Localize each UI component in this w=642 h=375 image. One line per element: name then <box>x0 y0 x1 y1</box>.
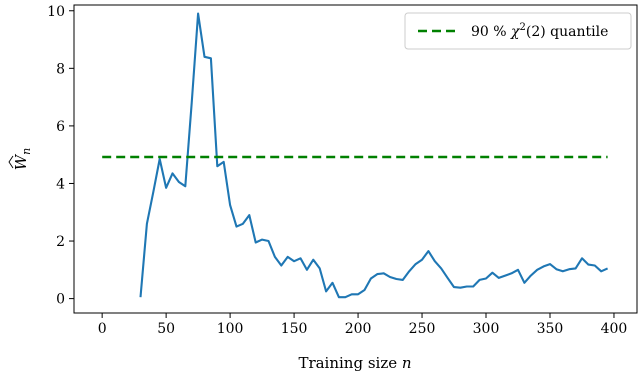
x-axis-label: Training size n <box>298 354 411 372</box>
x-tick-label: 250 <box>409 321 436 337</box>
y-axis-label-text: Wn <box>12 148 33 171</box>
y-tick-label: 2 <box>56 234 65 250</box>
tick-layer: 0 50 100 150 200 250 300 350 400 0 2 4 6 8 10 <box>47 4 627 337</box>
y-tick-label: 10 <box>47 4 65 20</box>
x-tick-label: 0 <box>98 321 107 337</box>
x-tick-label: 50 <box>157 321 175 337</box>
y-tick-label: 4 <box>56 176 65 192</box>
x-tick-label: 400 <box>601 321 628 337</box>
plot-area-frame <box>73 4 638 314</box>
x-tick-label: 100 <box>217 321 244 337</box>
y-tick-label: 0 <box>56 292 65 308</box>
y-axis-label-symbol: W <box>12 153 30 170</box>
x-axis-label-text: Training size <box>298 354 401 372</box>
series-line-observed <box>139 12 609 299</box>
legend-prefix: 90 % <box>471 24 511 40</box>
y-axis-label: Wn <box>8 148 33 171</box>
x-tick-label: 200 <box>345 321 372 337</box>
series-layer <box>102 12 609 299</box>
x-axis-label-variable: n <box>402 354 412 372</box>
y-tick-label: 8 <box>56 61 65 77</box>
x-tick-label: 300 <box>473 321 500 337</box>
y-axis-label-hat <box>8 155 14 169</box>
legend-chi-exponent: 2 <box>520 22 526 33</box>
legend-chi-symbol: χ <box>510 24 521 40</box>
legend-label-quantile: 90 % χ2(2) quantile <box>471 22 608 40</box>
x-tick-label: 350 <box>537 321 564 337</box>
legend-suffix: quantile <box>546 24 609 40</box>
legend-box <box>404 12 632 50</box>
x-tick-label: 150 <box>281 321 308 337</box>
y-tick-label: 6 <box>56 119 65 135</box>
legend-chi-argument: (2) <box>526 24 546 40</box>
legend: 90 % χ2(2) quantile <box>404 12 632 50</box>
y-axis-label-subscript: n <box>20 148 33 155</box>
